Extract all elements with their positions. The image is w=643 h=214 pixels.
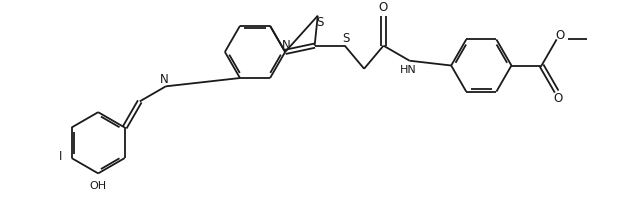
Text: N: N xyxy=(159,73,168,86)
Text: I: I xyxy=(59,150,62,163)
Text: S: S xyxy=(316,16,323,29)
Text: O: O xyxy=(556,29,565,42)
Text: S: S xyxy=(342,31,349,45)
Text: O: O xyxy=(379,1,388,14)
Text: OH: OH xyxy=(89,181,107,191)
Text: N: N xyxy=(282,39,291,52)
Text: HN: HN xyxy=(400,65,417,75)
Text: O: O xyxy=(553,92,562,105)
